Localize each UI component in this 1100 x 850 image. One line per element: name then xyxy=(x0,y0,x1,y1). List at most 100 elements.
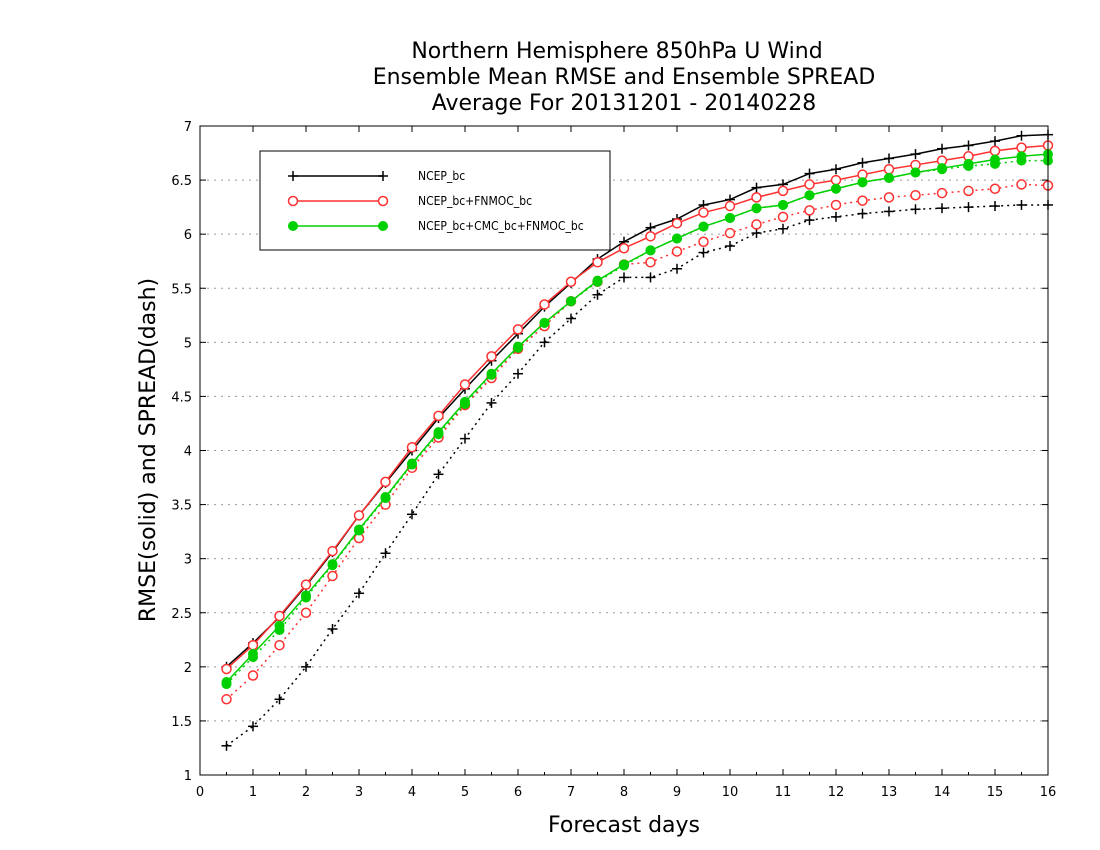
title-line-3: Average For 20131201 - 20140228 xyxy=(432,91,817,116)
spread-point-ncep-bc xyxy=(433,469,444,480)
rmse-point-ncep-bc-cmc-bc-fnmoc-bc xyxy=(778,199,788,210)
rmse-point-ncep-bc-cmc-bc-fnmoc-bc xyxy=(937,163,947,174)
spread-point-ncep-bc-fnmoc-bc xyxy=(247,670,259,681)
spread-point-ncep-bc-fnmoc-bc xyxy=(989,183,1001,194)
y-tick-label: 7 xyxy=(184,120,192,135)
spread-point-ncep-bc xyxy=(407,509,417,520)
rmse-point-ncep-bc-fnmoc-bc xyxy=(539,299,550,310)
legend-marker xyxy=(288,171,298,181)
spread-point-ncep-bc xyxy=(963,202,974,213)
rmse-point-ncep-bc-fnmoc-bc xyxy=(724,200,736,212)
legend-marker xyxy=(378,171,388,181)
rmse-point-ncep-bc-cmc-bc-fnmoc-bc xyxy=(407,458,417,469)
spread-point-ncep-bc-fnmoc-bc xyxy=(274,639,285,651)
y-tick-label: 4 xyxy=(184,445,192,460)
spread-point-ncep-bc xyxy=(910,204,921,215)
spread-point-ncep-bc xyxy=(301,661,311,672)
rmse-point-ncep-bc-cmc-bc-fnmoc-bc xyxy=(831,183,841,194)
rmse-point-ncep-bc xyxy=(910,149,921,160)
spread-point-ncep-bc xyxy=(751,228,762,239)
spread-point-ncep-bc xyxy=(460,433,470,444)
rmse-point-ncep-bc-fnmoc-bc xyxy=(645,231,656,242)
rmse-point-ncep-bc-cmc-bc-fnmoc-bc xyxy=(539,317,550,328)
rmse-point-ncep-bc-fnmoc-bc xyxy=(592,257,603,268)
legend-label: NCEP_bc xyxy=(418,169,465,183)
spread-point-ncep-bc xyxy=(937,203,947,214)
spread-point-ncep-bc xyxy=(619,272,629,283)
y-tick-label: 6 xyxy=(184,228,192,243)
rmse-point-ncep-bc-fnmoc-bc xyxy=(698,207,709,218)
rmse-point-ncep-bc-cmc-bc-fnmoc-bc xyxy=(380,492,391,503)
y-tick-label: 5 xyxy=(184,336,192,351)
rmse-point-ncep-bc-fnmoc-bc xyxy=(751,192,762,203)
rmse-point-ncep-bc-fnmoc-bc xyxy=(406,442,418,453)
rmse-point-ncep-bc-fnmoc-bc xyxy=(300,579,312,590)
y-tick-label: 3.5 xyxy=(171,499,192,514)
rmse-point-ncep-bc xyxy=(804,168,815,179)
spread-point-ncep-bc xyxy=(380,548,391,559)
x-tick-label: 6 xyxy=(514,785,522,800)
rmse-point-ncep-bc-fnmoc-bc xyxy=(486,351,497,362)
legend-marker xyxy=(377,195,389,207)
rmse-point-ncep-bc-cmc-bc-fnmoc-bc xyxy=(513,341,523,352)
x-tick-label: 3 xyxy=(355,785,363,800)
rmse-point-ncep-bc xyxy=(1016,130,1027,141)
spread-point-ncep-bc-fnmoc-bc xyxy=(671,246,683,257)
spread-point-ncep-bc xyxy=(672,263,682,274)
title-line-2: Ensemble Mean RMSE and Ensemble SPREAD xyxy=(373,65,876,90)
rmse-point-ncep-bc-cmc-bc-fnmoc-bc xyxy=(645,245,656,256)
x-axis-label: Forecast days xyxy=(548,813,700,838)
rmse-point-ncep-bc xyxy=(884,153,894,164)
spread-point-ncep-bc xyxy=(327,623,338,634)
rmse-point-ncep-bc xyxy=(751,182,762,193)
spread-point-ncep-bc xyxy=(248,721,258,732)
legend-entry: NCEP_bc+FNMOC_bc xyxy=(287,194,532,208)
rmse-point-ncep-bc-fnmoc-bc xyxy=(804,179,815,190)
spread-point-ncep-bc xyxy=(566,313,576,324)
x-tick-label: 9 xyxy=(673,785,681,800)
spread-point-ncep-bc xyxy=(1016,199,1027,210)
spread-point-ncep-bc-fnmoc-bc xyxy=(963,185,974,197)
y-tick-label: 6.5 xyxy=(171,174,192,189)
rmse-point-ncep-bc-fnmoc-bc xyxy=(512,324,524,335)
rmse-point-ncep-bc-cmc-bc-fnmoc-bc xyxy=(619,259,629,270)
rmse-point-ncep-bc-fnmoc-bc xyxy=(883,164,895,175)
rmse-point-ncep-bc xyxy=(990,136,1000,147)
spread-point-ncep-bc xyxy=(804,215,815,226)
spread-point-ncep-bc-fnmoc-bc xyxy=(936,187,948,199)
spread-point-ncep-bc-fnmoc-bc xyxy=(857,195,868,206)
x-tick-label: 5 xyxy=(461,785,469,800)
y-tick-label: 3 xyxy=(184,553,192,568)
rmse-point-ncep-bc xyxy=(857,157,868,168)
spread-point-ncep-bc xyxy=(884,206,894,217)
spread-point-ncep-bc xyxy=(698,247,709,258)
rmse-point-ncep-bc-cmc-bc-fnmoc-bc xyxy=(301,590,311,601)
legend-label: NCEP_bc+CMC_bc+FNMOC_bc xyxy=(418,219,584,233)
spread-point-ncep-bc xyxy=(990,201,1000,212)
spread-point-ncep-bc xyxy=(513,368,523,379)
rmse-point-ncep-bc-fnmoc-bc xyxy=(989,145,1001,157)
rmse-point-ncep-bc xyxy=(645,222,656,233)
spread-point-ncep-bc xyxy=(725,241,735,252)
rmse-point-ncep-bc-cmc-bc-fnmoc-bc xyxy=(1016,151,1027,162)
title-line-1: Northern Hemisphere 850hPa U Wind xyxy=(411,39,822,64)
rmse-point-ncep-bc xyxy=(937,143,947,154)
spread-point-ncep-bc xyxy=(486,397,497,408)
rmse-point-ncep-bc-cmc-bc-fnmoc-bc xyxy=(248,648,258,659)
spread-point-ncep-bc-fnmoc-bc xyxy=(883,192,895,203)
series-layer xyxy=(221,129,1054,751)
rmse-point-ncep-bc-fnmoc-bc xyxy=(777,185,789,197)
x-tick-label: 16 xyxy=(1040,785,1057,800)
legend-marker xyxy=(287,195,299,207)
spread-point-ncep-bc-fnmoc-bc xyxy=(300,607,312,618)
rmse-point-ncep-bc-fnmoc-bc xyxy=(353,510,365,521)
x-tick-label: 7 xyxy=(567,785,575,800)
spread-point-ncep-bc-fnmoc-bc xyxy=(221,694,232,705)
rmse-point-ncep-bc-cmc-bc-fnmoc-bc xyxy=(725,212,735,223)
y-tick-label: 4.5 xyxy=(171,390,192,405)
x-tick-label: 11 xyxy=(775,785,792,800)
spread-point-ncep-bc xyxy=(354,588,364,599)
x-tick-label: 12 xyxy=(828,785,845,800)
rmse-point-ncep-bc-cmc-bc-fnmoc-bc xyxy=(566,296,576,307)
x-tick-label: 13 xyxy=(881,785,898,800)
